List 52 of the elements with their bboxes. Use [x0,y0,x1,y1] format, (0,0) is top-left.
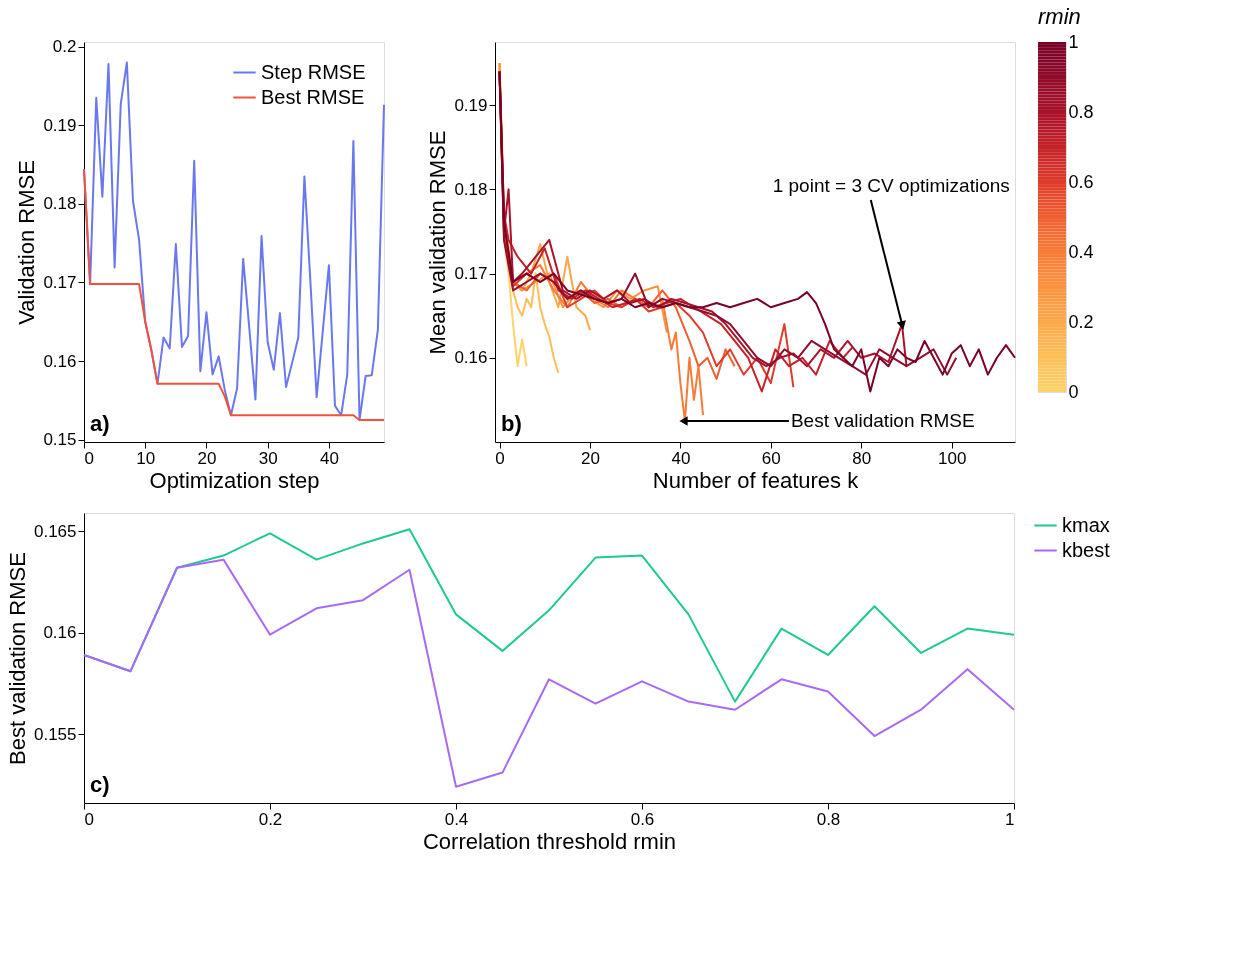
y-tick-label: 0.17 [454,264,488,284]
x-tick-label: 10 [136,448,156,468]
color-bar-label: 0.8 [1068,101,1094,122]
y-tick-label: 0.16 [454,348,488,368]
annotation: 1 point = 3 CV optimizations [772,175,1010,197]
y-tick-label: 0.18 [454,179,488,199]
x-tick-label: 20 [581,448,600,468]
annotation: a) [90,411,110,436]
y-tick-label: 0.165 [33,521,77,541]
x-tick-label: 0.2 [258,809,283,829]
color-bar-title: rmin [1038,4,1081,29]
y-tick-label: 0.18 [43,194,77,214]
x-tick-label: 20 [197,448,217,468]
color-bar-label: 0.2 [1068,311,1094,332]
legend-label: kmax [1062,513,1110,536]
x-tick-label: 30 [258,448,278,468]
y-tick-label: 0.16 [43,623,77,643]
legend-label: Best RMSE [261,85,365,108]
y-tick-label: 0.155 [33,724,77,744]
y-axis-title: Mean validation RMSE [425,130,451,355]
y-tick-label: 0.2 [52,37,77,57]
color-bar-label: 1 [1068,31,1079,52]
x-tick-label: 80 [852,448,872,468]
y-tick-label: 0.19 [454,95,488,115]
legend-label: Step RMSE [261,60,366,83]
x-tick-label: 1 [1005,809,1015,829]
annotation: c) [90,772,110,797]
color-bar-label: 0.6 [1068,171,1094,192]
x-tick-label: 0 [84,809,94,829]
y-axis-title: Best validation RMSE [4,552,30,765]
x-axis-title: Number of features k [652,467,860,493]
color-bar-label: 0.4 [1068,241,1094,262]
annotation: b) [501,411,522,436]
x-tick-label: 0.6 [630,809,655,829]
x-tick-label: 0.4 [444,809,469,829]
x-axis-title: Correlation threshold rmin [422,828,677,854]
x-axis-title: Optimization step [149,467,320,493]
x-tick-label: 60 [761,448,781,468]
y-tick-label: 0.15 [43,430,77,450]
y-tick-label: 0.17 [43,272,77,292]
x-tick-label: 100 [938,448,967,468]
annotation: Best validation RMSE [790,409,975,431]
x-tick-label: 0.8 [816,809,841,829]
color-bar-label: 0 [1068,381,1079,402]
x-tick-label: 40 [671,448,691,468]
x-tick-label: 0 [84,448,94,468]
y-tick-label: 0.16 [43,351,77,371]
x-tick-label: 40 [319,448,339,468]
y-tick-label: 0.19 [43,115,77,135]
legend-label: kbest [1062,538,1111,561]
y-axis-title: Validation RMSE [14,160,40,325]
x-tick-label: 0 [495,448,505,468]
